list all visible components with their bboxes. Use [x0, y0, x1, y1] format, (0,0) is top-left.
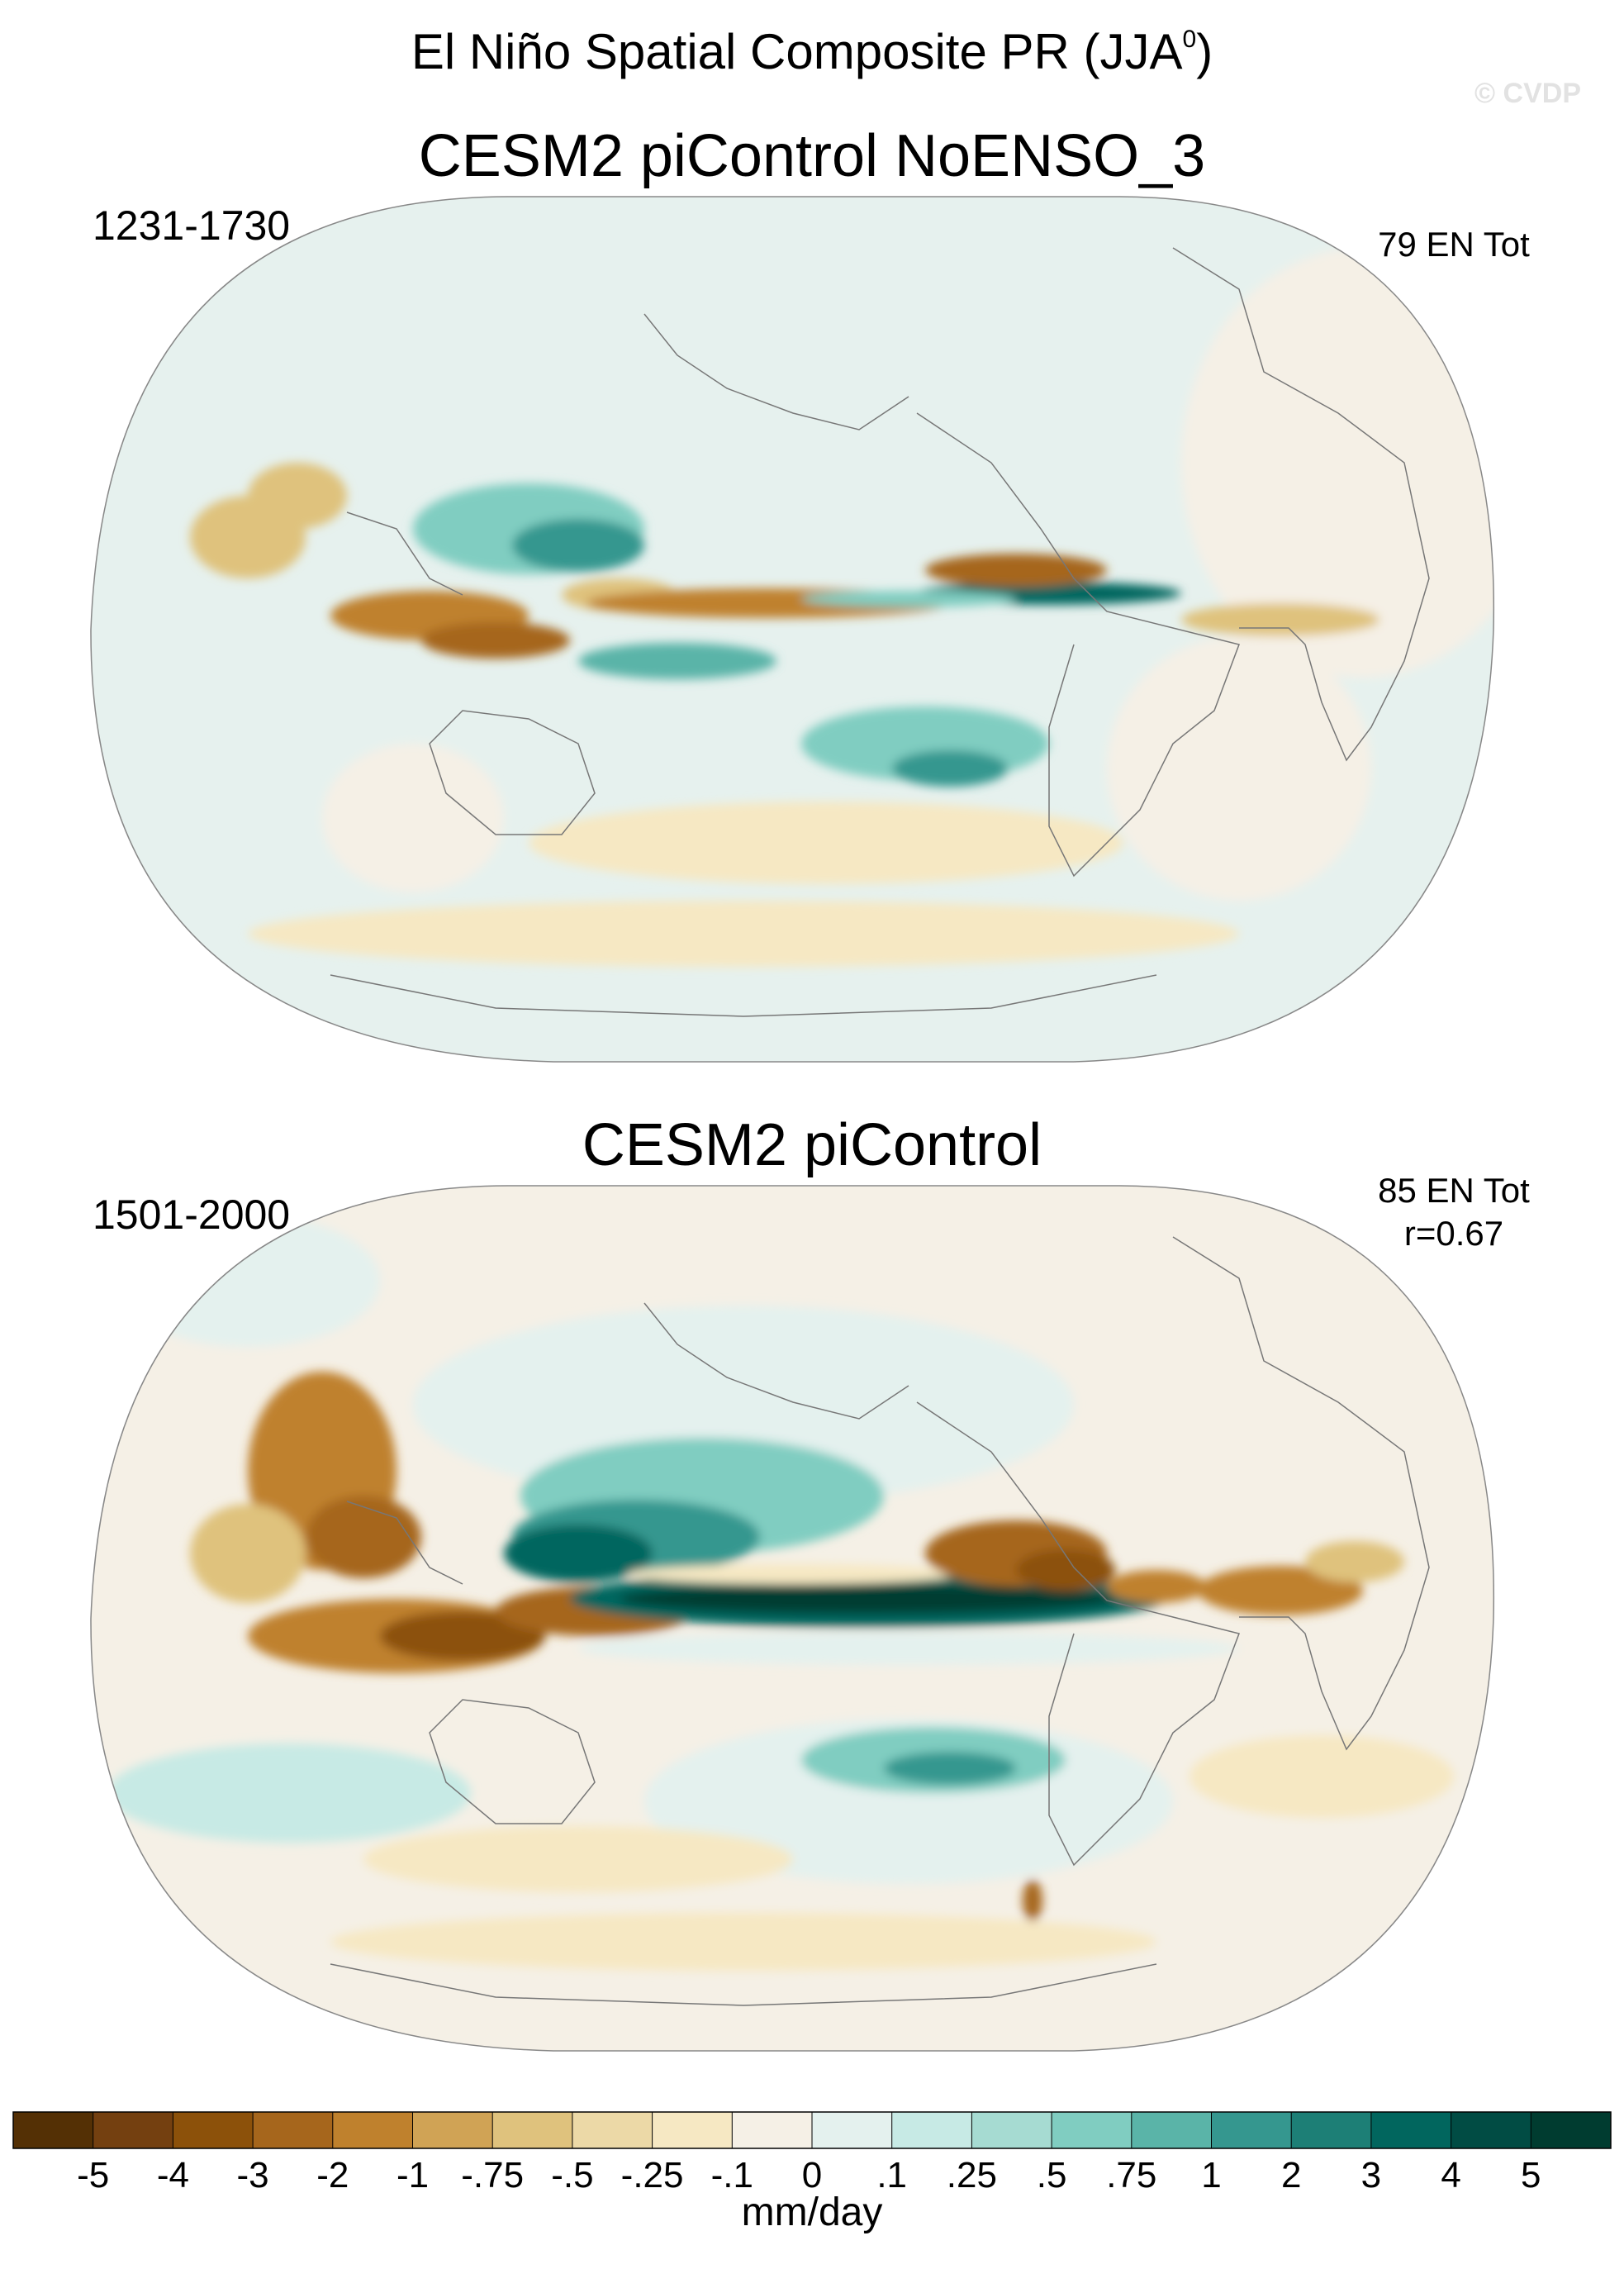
colorbar-tick-label: 3	[1360, 2155, 1382, 2195]
colorbar-swatch	[13, 2112, 94, 2148]
colorbar-swatch	[732, 2112, 813, 2148]
panel-2-title: CESM2 piControl	[582, 1112, 1042, 1178]
panel-1-map	[90, 196, 1495, 1063]
colorbar-units: mm/day	[741, 2191, 883, 2234]
colorbar-swatch	[1370, 2112, 1452, 2148]
panel-1-globe-outline	[90, 196, 1495, 1063]
colorbar-swatch	[891, 2112, 972, 2148]
colorbar-swatch	[652, 2112, 733, 2148]
colorbar-swatch	[572, 2112, 653, 2148]
colorbar-tick-label: .25	[946, 2155, 997, 2195]
panel-1-period: 1231-1730	[93, 202, 291, 249]
colorbar-swatch	[971, 2112, 1052, 2148]
panel-2-period: 1501-2000	[93, 1192, 291, 1238]
colorbar-tick-label: -1	[396, 2155, 430, 2195]
colorbar-tick-label: -2	[316, 2155, 349, 2195]
colorbar-tick-label: -.75	[461, 2155, 525, 2195]
colorbar-swatch	[1211, 2112, 1292, 2148]
colorbar-swatch	[173, 2112, 254, 2148]
colorbar-tick-label: .75	[1106, 2155, 1157, 2195]
colorbar-tick-label: .5	[1036, 2155, 1067, 2195]
colorbar-swatch	[93, 2112, 173, 2148]
colorbar-tick-label: 5	[1521, 2155, 1541, 2195]
colorbar-swatch	[1531, 2112, 1612, 2148]
colorbar-tick-label: -5	[77, 2155, 110, 2195]
panel-2-map	[90, 1185, 1495, 2052]
panel-1-stat-count: 79 EN Tot	[1378, 225, 1530, 264]
colorbar-tick-label: -.5	[551, 2155, 594, 2195]
panel-2-globe-outline	[90, 1185, 1495, 2052]
colorbar-swatch	[1451, 2112, 1531, 2148]
colorbar-tick-label: -3	[236, 2155, 269, 2195]
panel-2-stat-count: 85 EN Tot	[1378, 1171, 1530, 1210]
colorbar-tick-label: 0	[801, 2155, 823, 2195]
colorbar-tick-label: -.1	[710, 2155, 753, 2195]
colorbar-swatch	[1131, 2112, 1212, 2148]
panel-2-stat-corr: r=0.67	[1403, 1214, 1504, 1253]
panel-1-stats: 79 EN Tot	[1330, 223, 1578, 266]
panel-2-anomaly-field	[107, 1215, 1454, 1971]
figure-title: El Niño Spatial Composite PR (JJA0)	[411, 24, 1213, 79]
colorbar-swatch	[812, 2112, 893, 2148]
colorbar-swatch	[1052, 2112, 1133, 2148]
panel-1-anomaly-field	[190, 248, 1494, 967]
colorbar-tick-label: 4	[1441, 2155, 1461, 2195]
colorbar-tick-label: 2	[1280, 2155, 1302, 2195]
colorbar-swatch	[492, 2112, 573, 2148]
colorbar-swatch	[1291, 2112, 1372, 2148]
colorbar-swatch	[332, 2112, 413, 2148]
panel-2-stats: 85 EN Tot r=0.67	[1330, 1169, 1578, 1255]
colorbar-swatch	[412, 2112, 493, 2148]
watermark: © CVDP	[1474, 78, 1581, 109]
panel-2-coastlines	[330, 1236, 1430, 2006]
colorbar-tick-label: -.25	[620, 2155, 684, 2195]
panel-1-title: CESM2 piControl NoENSO_3	[418, 123, 1206, 189]
colorbar	[12, 2111, 1612, 2149]
panel-1-coastlines	[330, 247, 1430, 1017]
colorbar-tick-label: 1	[1201, 2155, 1222, 2195]
colorbar-tick-label: -4	[156, 2155, 189, 2195]
colorbar-swatch	[253, 2112, 334, 2148]
colorbar-tick-label: .1	[876, 2155, 908, 2195]
